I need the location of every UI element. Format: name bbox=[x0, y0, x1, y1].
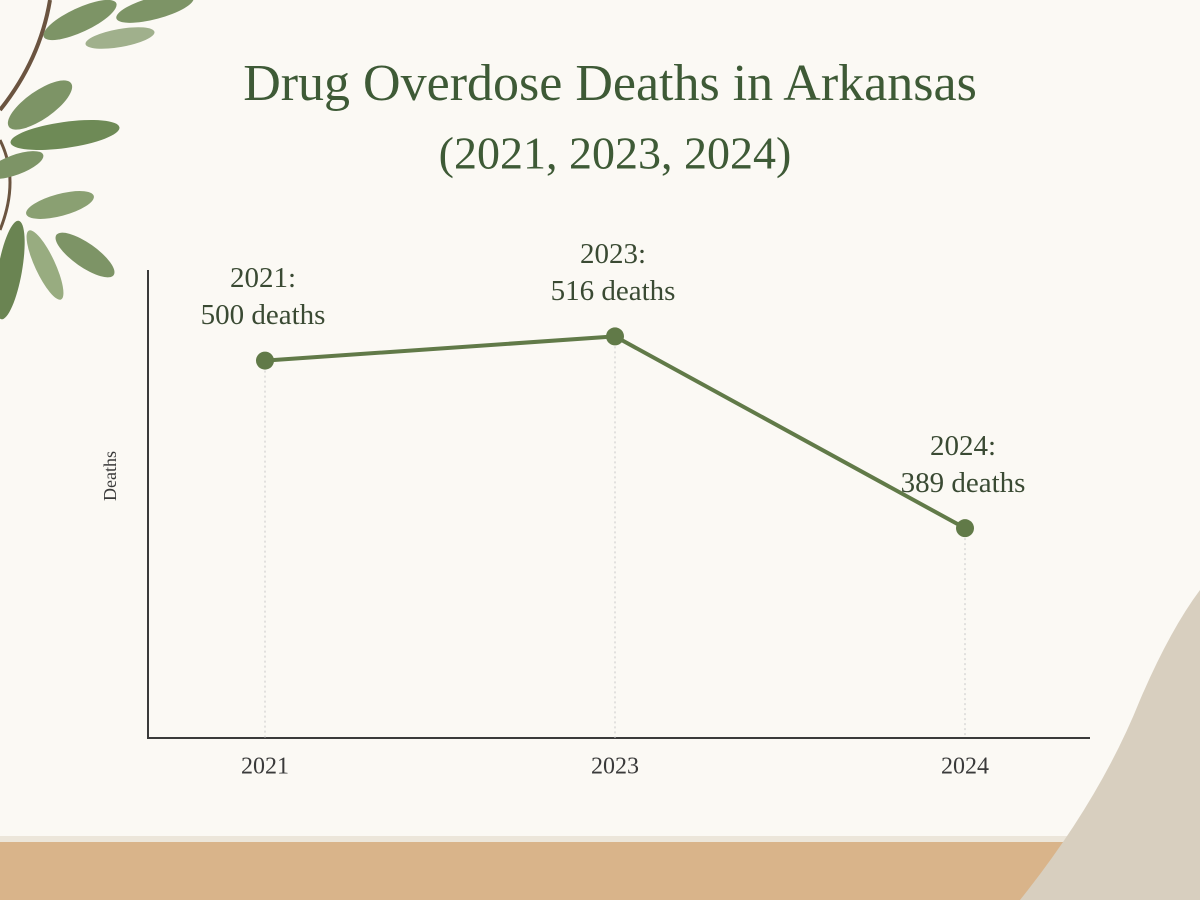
x-tick-label: 2021 bbox=[241, 754, 289, 780]
x-tick-label: 2024 bbox=[941, 754, 989, 780]
value-label: 516 deaths bbox=[551, 275, 676, 307]
value-label: 500 deaths bbox=[201, 299, 326, 331]
leaves bbox=[0, 0, 194, 320]
wood-table bbox=[0, 838, 1200, 900]
x-tick-label: 2023 bbox=[591, 754, 639, 780]
y-axis-label: Deaths bbox=[100, 451, 120, 501]
linen-cloth bbox=[1020, 590, 1200, 900]
annotation: 2024: bbox=[930, 430, 996, 462]
annotation: 2023: bbox=[580, 238, 646, 270]
data-point bbox=[606, 327, 624, 346]
annotation: 2021: bbox=[230, 262, 296, 294]
value-label: 389 deaths bbox=[901, 467, 1026, 499]
data-point bbox=[956, 519, 974, 538]
paper-edge bbox=[0, 836, 1200, 842]
chart-title: Drug Overdose Deaths in Arkansas bbox=[243, 55, 977, 112]
data-point bbox=[256, 351, 274, 370]
chart-subtitle: (2021, 2023, 2024) bbox=[439, 128, 792, 179]
